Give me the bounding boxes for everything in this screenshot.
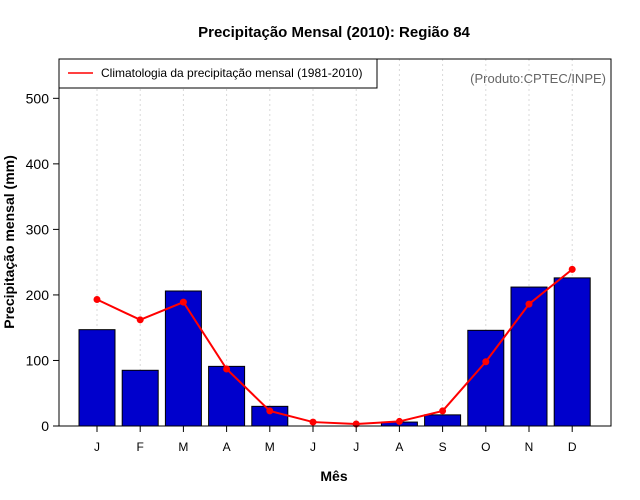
x-axis-label: Mês (320, 468, 347, 484)
x-tick-label: J (94, 440, 100, 454)
x-tick-label: F (137, 440, 144, 454)
bar (208, 365, 246, 427)
y-tick-label: 200 (26, 287, 50, 303)
bar-series (78, 277, 591, 427)
x-tick-label: J (310, 440, 316, 454)
line-point (482, 358, 490, 366)
x-tick-label: M (178, 440, 188, 454)
chart-title: Precipitação Mensal (2010): Região 84 (198, 24, 470, 41)
legend-box (58, 58, 378, 89)
y-axis-label: Precipitação mensal (mm) (1, 155, 17, 329)
x-tick-label: S (439, 440, 447, 454)
line-point (395, 417, 403, 425)
line-point (568, 265, 576, 273)
bar (78, 329, 116, 427)
x-tick-label: O (481, 440, 490, 454)
x-tick-label: D (568, 440, 577, 454)
line-point (525, 300, 533, 308)
bar (424, 414, 462, 427)
y-axis: 0 100 200 300 400 500 (26, 90, 60, 434)
x-tick-label: A (223, 440, 231, 454)
line-point (93, 296, 101, 304)
line-point (309, 418, 317, 426)
legend: Climatologia da precipitação mensal (198… (58, 58, 378, 89)
y-tick-label: 300 (26, 221, 50, 237)
credit-text: (Produto:CPTEC/INPE) (470, 71, 606, 86)
x-tick-label: N (525, 440, 534, 454)
bar (510, 286, 548, 427)
x-tick-label: M (265, 440, 275, 454)
bar (164, 290, 202, 427)
y-tick-label: 0 (41, 418, 49, 434)
legend-label: Climatologia da precipitação mensal (198… (101, 66, 362, 80)
y-tick-label: 100 (26, 352, 50, 368)
line-point (439, 407, 447, 415)
y-tick-label: 400 (26, 156, 50, 172)
line-point (136, 316, 144, 324)
y-tick-label: 500 (26, 90, 50, 106)
x-tick-label: J (353, 440, 359, 454)
x-tick-label: A (395, 440, 403, 454)
bar (121, 369, 159, 427)
line-point (223, 365, 231, 373)
line-point (179, 298, 187, 306)
bar (553, 277, 591, 427)
climatology-line (96, 268, 573, 426)
line-point (266, 407, 274, 415)
